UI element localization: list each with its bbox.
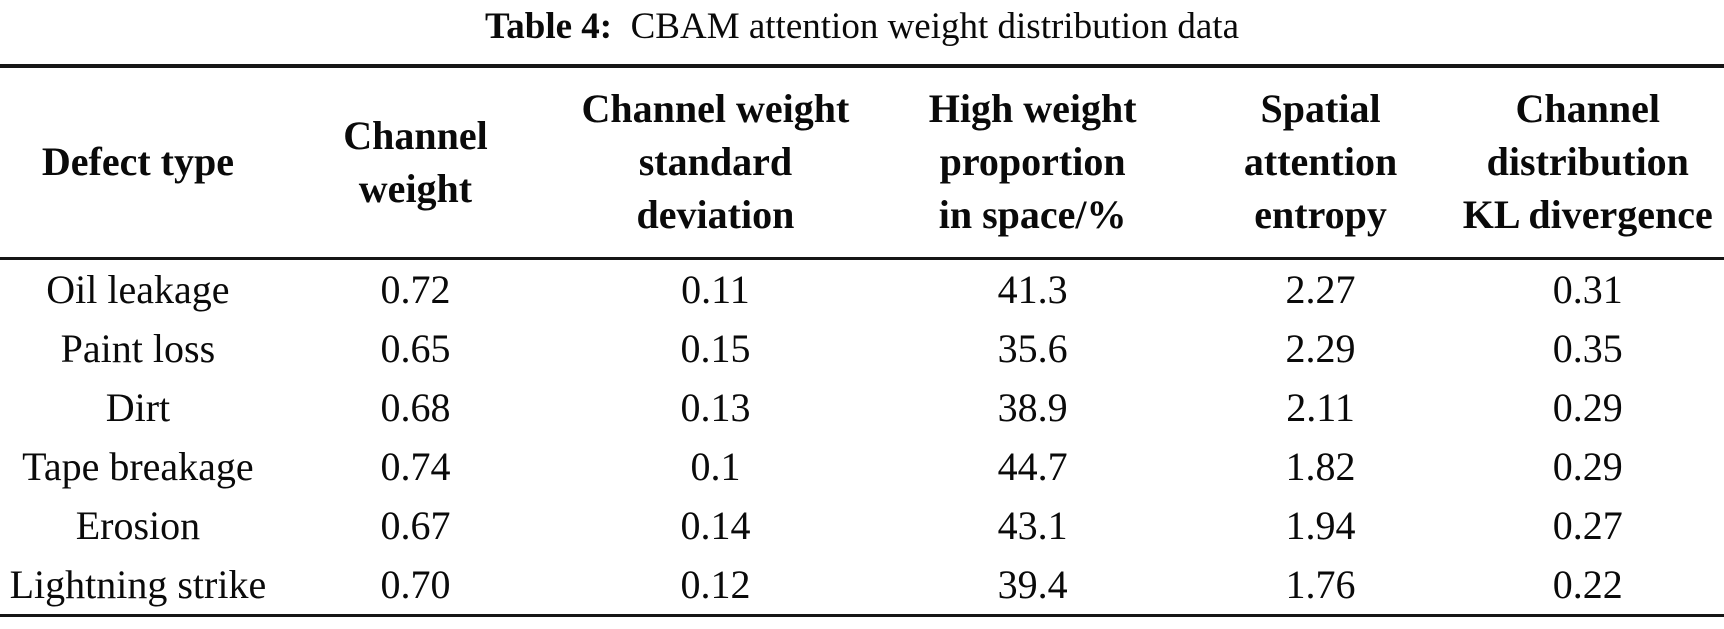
table-caption-title: CBAM attention weight distribution data [630, 6, 1240, 47]
table-caption-label: Table 4: [484, 6, 613, 47]
cell-spatial-attention-entropy: 1.94 [1285, 503, 1356, 548]
column-header-channel-weight-std: Channel weight standard deviation [555, 66, 876, 260]
cell-channel-weight: 0.68 [380, 385, 451, 430]
table-row: Erosion 0.67 0.14 43.1 1.94 0.27 [0, 496, 1724, 555]
cell-channel-weight-std: 0.14 [680, 503, 751, 548]
cell-high-weight-proportion: 43.1 [997, 503, 1068, 548]
table-caption-text [621, 6, 630, 47]
column-header-spatial-attention-entropy: Spatial attention entropy [1189, 66, 1452, 260]
cell-spatial-attention-entropy: 2.27 [1285, 267, 1356, 312]
header-row: Defect type Channel weight Channel weigh… [0, 66, 1724, 260]
cell-high-weight-proportion: 38.9 [997, 385, 1068, 430]
cell-channel-kl-divergence: 0.22 [1552, 562, 1623, 607]
cell-channel-weight-std: 0.15 [680, 326, 751, 371]
cell-channel-kl-divergence: 0.29 [1552, 385, 1623, 430]
cell-spatial-attention-entropy: 1.82 [1285, 444, 1356, 489]
cell-channel-kl-divergence: 0.31 [1552, 267, 1623, 312]
cbam-attention-table: Defect type Channel weight Channel weigh… [0, 64, 1724, 617]
cell-defect-type: Dirt [105, 385, 171, 430]
table-row: Paint loss 0.65 0.15 35.6 2.29 0.35 [0, 319, 1724, 378]
table-row: Lightning strike 0.70 0.12 39.4 1.76 0.2… [0, 555, 1724, 616]
cell-defect-type: Lightning strike [9, 562, 267, 607]
cell-high-weight-proportion: 41.3 [997, 267, 1068, 312]
cell-channel-weight-std: 0.12 [680, 562, 751, 607]
cell-channel-weight: 0.70 [380, 562, 451, 607]
cell-channel-weight: 0.65 [380, 326, 451, 371]
cell-channel-weight: 0.72 [380, 267, 451, 312]
cell-defect-type: Oil leakage [46, 267, 230, 312]
column-header-defect-type: Defect type [0, 66, 276, 260]
cell-defect-type: Paint loss [60, 326, 216, 371]
table-row: Dirt 0.68 0.13 38.9 2.11 0.29 [0, 378, 1724, 437]
cell-high-weight-proportion: 35.6 [997, 326, 1068, 371]
column-header-channel-kl-divergence: Channel distribution KL divergence [1451, 66, 1724, 260]
cell-channel-weight-std: 0.1 [690, 444, 741, 489]
cell-high-weight-proportion: 39.4 [997, 562, 1068, 607]
cell-spatial-attention-entropy: 1.76 [1285, 562, 1356, 607]
table-caption: Table 4: CBAM attention weight distribut… [0, 0, 1724, 48]
cell-channel-kl-divergence: 0.35 [1552, 326, 1623, 371]
cell-channel-kl-divergence: 0.29 [1552, 444, 1623, 489]
column-header-high-weight-proportion: High weight proportion in space/% [875, 66, 1190, 260]
cell-high-weight-proportion: 44.7 [997, 444, 1068, 489]
cell-channel-weight-std: 0.13 [680, 385, 751, 430]
cell-defect-type: Erosion [75, 503, 201, 548]
table-row: Oil leakage 0.72 0.11 41.3 2.27 0.31 [0, 259, 1724, 320]
cell-channel-kl-divergence: 0.27 [1552, 503, 1623, 548]
cell-spatial-attention-entropy: 2.29 [1285, 326, 1356, 371]
cell-channel-weight-std: 0.11 [681, 267, 750, 312]
cell-channel-weight: 0.67 [380, 503, 451, 548]
cell-channel-weight: 0.74 [380, 444, 451, 489]
table-row: Tape breakage 0.74 0.1 44.7 1.82 0.29 [0, 437, 1724, 496]
column-header-channel-weight: Channel weight [275, 66, 556, 260]
cell-defect-type: Tape breakage [22, 444, 254, 489]
cell-spatial-attention-entropy: 2.11 [1286, 385, 1355, 430]
